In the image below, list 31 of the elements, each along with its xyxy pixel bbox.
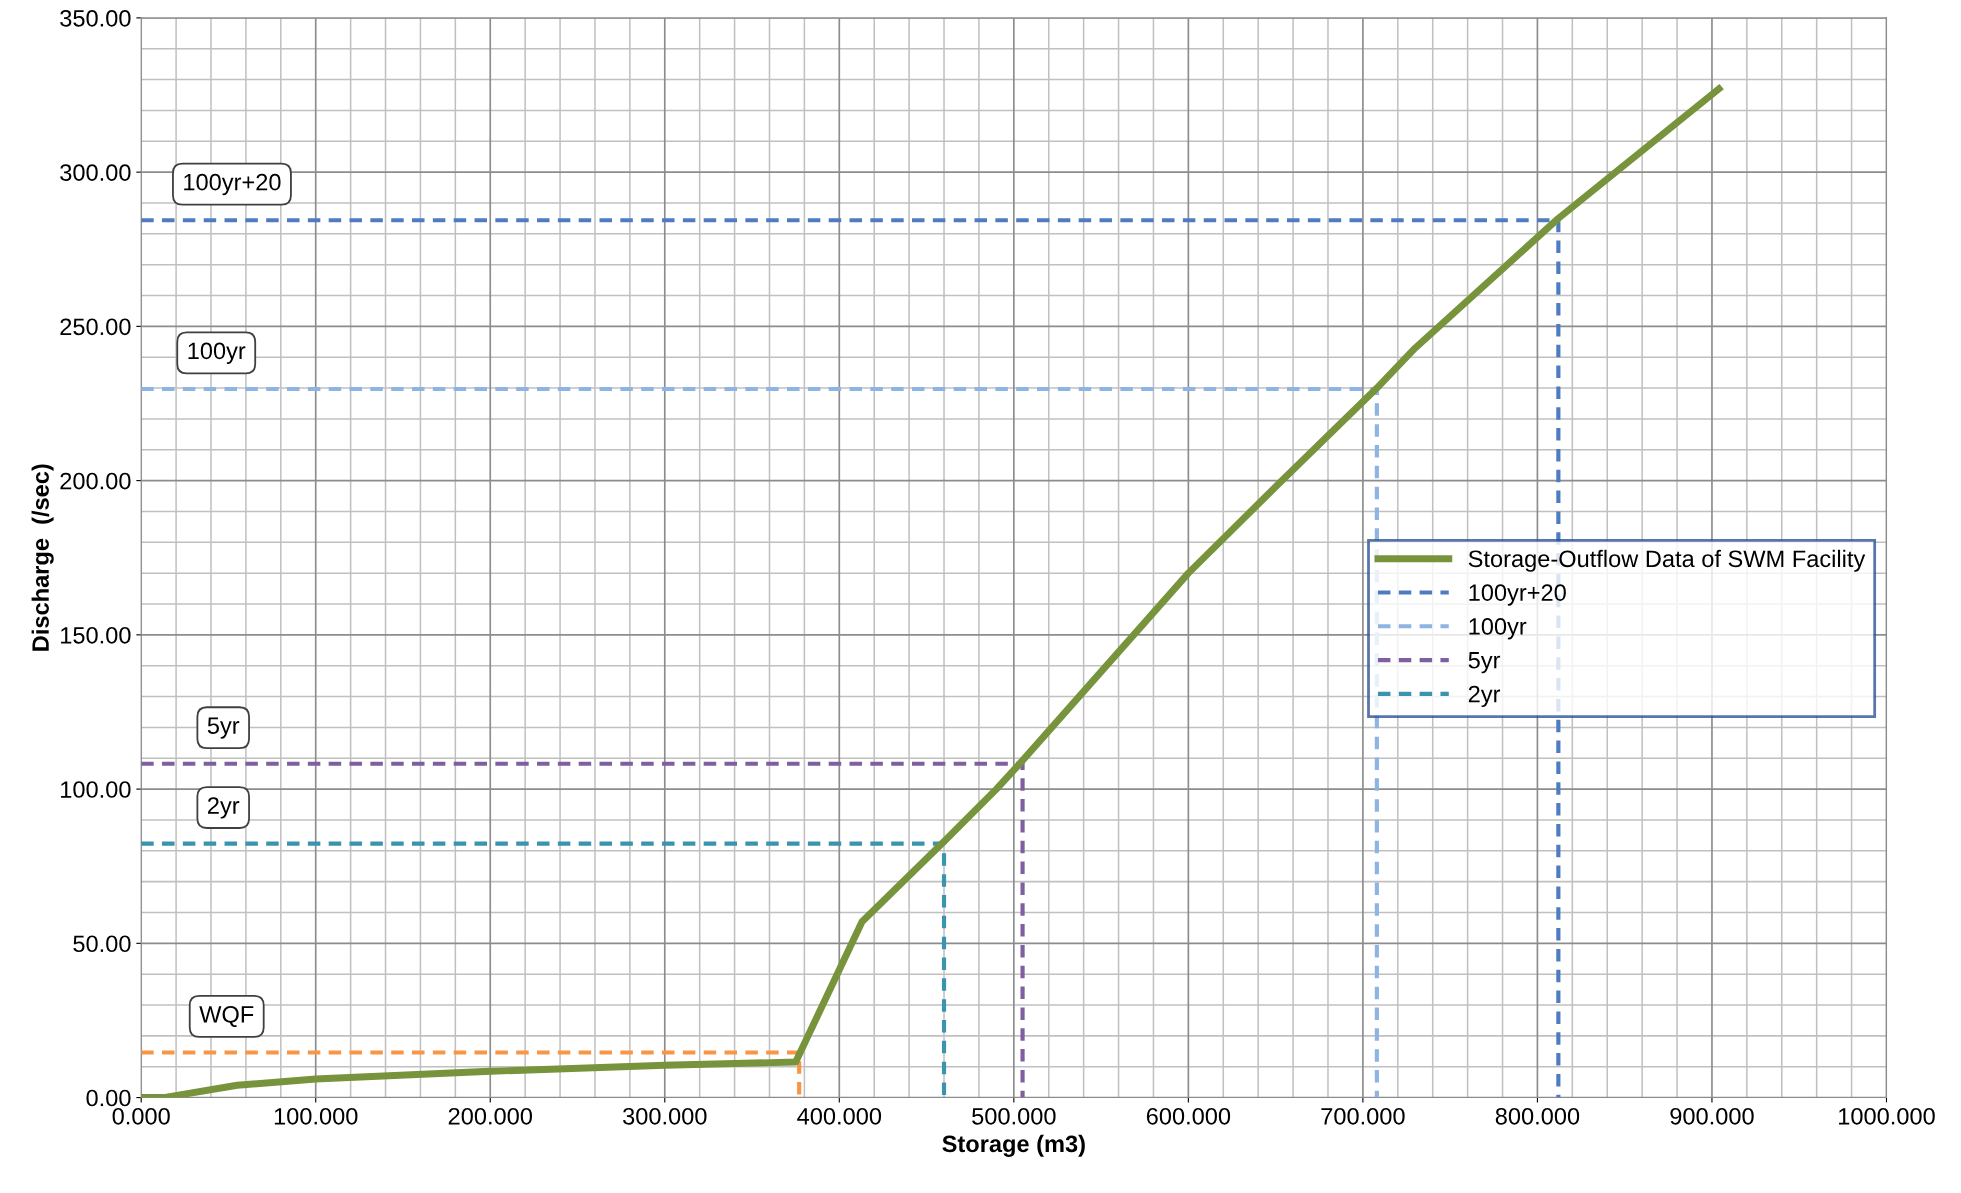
x-tick-label: 500.000 bbox=[972, 1107, 1056, 1125]
y-tick-label: 300.00 bbox=[60, 164, 131, 181]
y-tick-label: 50.00 bbox=[73, 935, 131, 953]
legend-label: Storage-Outflow Data of SWM Facility bbox=[1468, 549, 1866, 572]
y-tick-label: 250.00 bbox=[60, 318, 131, 336]
annotation: 100yr bbox=[188, 342, 246, 364]
annotation: 2yr bbox=[208, 797, 240, 819]
x-tick-label: 1000.000 bbox=[1839, 1107, 1935, 1125]
x-tick-label: 200.000 bbox=[448, 1107, 532, 1125]
x-tick-label: 0.000 bbox=[112, 1107, 170, 1125]
annotation: 5yr bbox=[207, 717, 240, 739]
y-tick-label: 350.00 bbox=[60, 9, 131, 27]
legend-label: 100yr+20 bbox=[1469, 584, 1566, 606]
x-tick-label: 800.000 bbox=[1495, 1107, 1580, 1125]
y-tick-label: 200.00 bbox=[60, 472, 131, 490]
x-tick-label: 300.000 bbox=[623, 1107, 707, 1125]
x-axis-title: Storage (m3) bbox=[942, 1134, 1085, 1157]
legend-label: 100yr bbox=[1469, 618, 1527, 640]
x-tick-label: 700.000 bbox=[1321, 1107, 1405, 1125]
y-tick-label: 0.00 bbox=[86, 1089, 131, 1107]
legend-label: 2yr bbox=[1468, 685, 1501, 708]
legend-label: 5yr bbox=[1468, 652, 1501, 674]
annotation: 100yr+20 bbox=[184, 173, 281, 196]
x-tick-label: 400.000 bbox=[797, 1107, 882, 1125]
x-tick-label: 100.000 bbox=[274, 1107, 358, 1125]
x-tick-label: 900.000 bbox=[1670, 1107, 1754, 1125]
y-tick-label: 100.00 bbox=[61, 781, 131, 798]
x-tick-label: 600.000 bbox=[1146, 1107, 1231, 1125]
y-axis-title: Discharge (/sec) bbox=[31, 464, 54, 651]
y-tick-label: 150.00 bbox=[61, 626, 131, 644]
annotation: WQF bbox=[199, 1006, 254, 1027]
